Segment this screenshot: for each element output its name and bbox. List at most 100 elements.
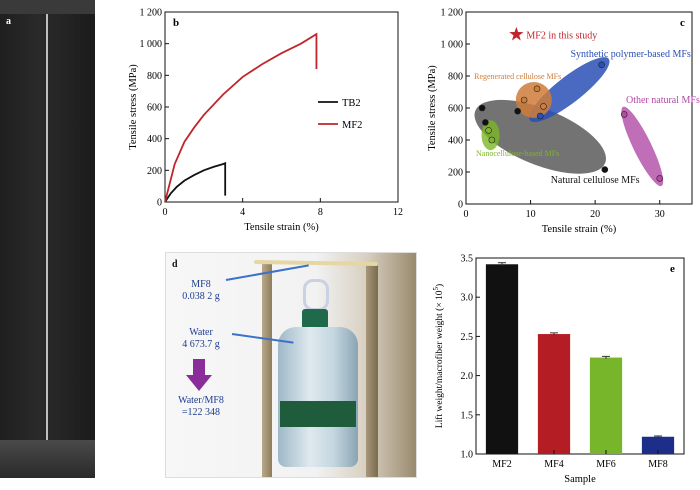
x-axis-label: Tensile strain (%) xyxy=(542,224,617,235)
stand-post-right xyxy=(366,263,378,477)
data-point xyxy=(536,112,544,120)
chart-c: c 0 200 400 600 800 1 000 1 200 0 10 20 30 Tensile s… xyxy=(427,8,700,236)
label-other-natural: Other natural MFs xyxy=(626,95,700,106)
y-tick-label: 1 200 xyxy=(140,8,163,19)
y-tick-label: 0 xyxy=(157,198,162,209)
x-axis-label: Sample xyxy=(564,474,596,485)
y-axis-label: Lift weight/macrofiber weight (× 105) xyxy=(432,284,445,428)
mf8-annotation: MF8 0.038 2 g xyxy=(170,279,232,303)
region-nanocellulose-based-mfs xyxy=(481,120,500,151)
data-point xyxy=(478,104,486,112)
x-tick-label: MF4 xyxy=(544,459,563,470)
y-tick-label: 800 xyxy=(448,72,463,83)
y-tick-label: 600 xyxy=(448,104,463,115)
y-tick-label: 800 xyxy=(147,71,162,82)
y-tick-label: 600 xyxy=(147,103,162,114)
y-tick-label: 2.0 xyxy=(461,371,474,382)
mf8-mass: 0.038 2 g xyxy=(182,291,220,302)
panel-d-photo: d MF8 0.038 2 g Water 4 673.7 g Water/MF… xyxy=(165,252,417,478)
clamp-bottom xyxy=(0,440,95,478)
x-tick-label: 30 xyxy=(655,209,665,220)
water-name: Water xyxy=(189,327,213,338)
data-point xyxy=(485,127,492,134)
panel-letter: c xyxy=(680,17,685,29)
series-line-tb2 xyxy=(164,161,227,203)
y-tick-label: 1 000 xyxy=(441,40,464,51)
ratio-line1: Water/MF8 xyxy=(178,395,224,406)
star-icon xyxy=(509,26,524,41)
x-tick-label: 4 xyxy=(240,207,245,218)
x-tick-label: 8 xyxy=(318,207,323,218)
data-point xyxy=(601,166,609,173)
x-tick-label: MF2 xyxy=(492,459,511,470)
label-mf2-this-study: MF2 in this study xyxy=(526,30,597,41)
x-tick-label: 20 xyxy=(590,209,600,220)
label-natural-cellulose: Natural cellulose MFs xyxy=(551,175,640,186)
data-point xyxy=(533,85,541,93)
panel-letter: b xyxy=(173,17,179,29)
y-axis-label: Tensile stress (MPa) xyxy=(128,64,139,150)
water-annotation: Water 4 673.7 g xyxy=(168,327,234,351)
clamp-top xyxy=(0,0,95,14)
plot-frame xyxy=(164,11,399,203)
data-point xyxy=(520,96,528,104)
region-other-natural-mfs xyxy=(621,106,664,187)
chart-b: b 0 200 400 600 800 1 000 1 200 0 4 8 12 Tensile str… xyxy=(128,8,403,234)
y-tick-label: 1.0 xyxy=(461,450,474,461)
down-arrow-icon xyxy=(186,359,212,391)
plot-frame xyxy=(475,257,685,455)
series-line-mf2 xyxy=(164,32,318,203)
bar-mf8 xyxy=(641,436,675,454)
bottle-cap xyxy=(302,309,328,329)
legend-label-mf2: MF2 xyxy=(342,120,362,131)
y-tick-label: 1.5 xyxy=(461,410,474,421)
y-tick-label: 400 xyxy=(448,136,463,147)
macrofiber-strand xyxy=(46,0,48,478)
y-tick-label: 400 xyxy=(147,134,162,145)
x-tick-label: 0 xyxy=(163,207,168,218)
legend-label-tb2: TB2 xyxy=(342,98,361,109)
y-tick-label: 3.5 xyxy=(461,254,474,265)
y-tick-label: 0 xyxy=(458,200,463,211)
panel-letter: e xyxy=(670,263,675,275)
panel-a-photo: a xyxy=(0,0,95,478)
data-point xyxy=(514,107,521,115)
water-bottle xyxy=(278,327,358,467)
x-tick-label: 10 xyxy=(526,209,536,220)
y-tick-label: 3.0 xyxy=(461,293,474,304)
y-tick-label: 1 000 xyxy=(140,39,163,50)
bar-mf2 xyxy=(485,264,519,454)
label-nanocellulose: Nanocellulose-based MFs xyxy=(476,149,559,158)
label-regenerated: Regenerated cellulose MFs xyxy=(474,72,561,81)
ratio-line2: =122 348 xyxy=(181,407,221,418)
y-tick-label: 200 xyxy=(448,168,463,179)
y-tick-label: 2.5 xyxy=(461,332,474,343)
bar-mf6 xyxy=(589,357,623,454)
data-point xyxy=(488,136,496,144)
bottle-handle xyxy=(303,279,329,311)
panel-a-letter: a xyxy=(6,16,11,27)
data-point xyxy=(540,103,547,110)
data-point xyxy=(656,175,664,182)
region-natural-cellulose-mfs xyxy=(474,99,607,174)
x-tick-label: 0 xyxy=(464,209,469,220)
data-point xyxy=(620,111,628,118)
panel-d-letter: d xyxy=(172,259,178,270)
x-tick-label: MF6 xyxy=(596,459,615,470)
y-tick-label: 200 xyxy=(147,166,162,177)
water-mass: 4 673.7 g xyxy=(182,339,220,350)
bottle-label xyxy=(280,401,356,427)
ratio-annotation: Water/MF8 =122 348 xyxy=(166,395,236,419)
x-tick-label: MF8 xyxy=(648,459,667,470)
label-synthetic: Synthetic polymer-based MFs xyxy=(570,49,690,60)
y-tick-label: 1 200 xyxy=(441,8,464,19)
bar-mf4 xyxy=(537,334,571,454)
mf8-name: MF8 xyxy=(191,279,211,290)
x-axis-label: Tensile strain (%) xyxy=(244,222,319,233)
y-axis-label: Tensile stress (MPa) xyxy=(427,65,438,151)
x-tick-label: 12 xyxy=(393,207,403,218)
chart-e: e 1.0 1.5 2.0 2.5 3.0 3.5 MF2 MF4 MF6 MF8 Sample Lif… xyxy=(432,254,685,485)
data-point xyxy=(598,61,605,69)
data-point xyxy=(482,119,489,126)
stand-post-left xyxy=(262,263,272,477)
